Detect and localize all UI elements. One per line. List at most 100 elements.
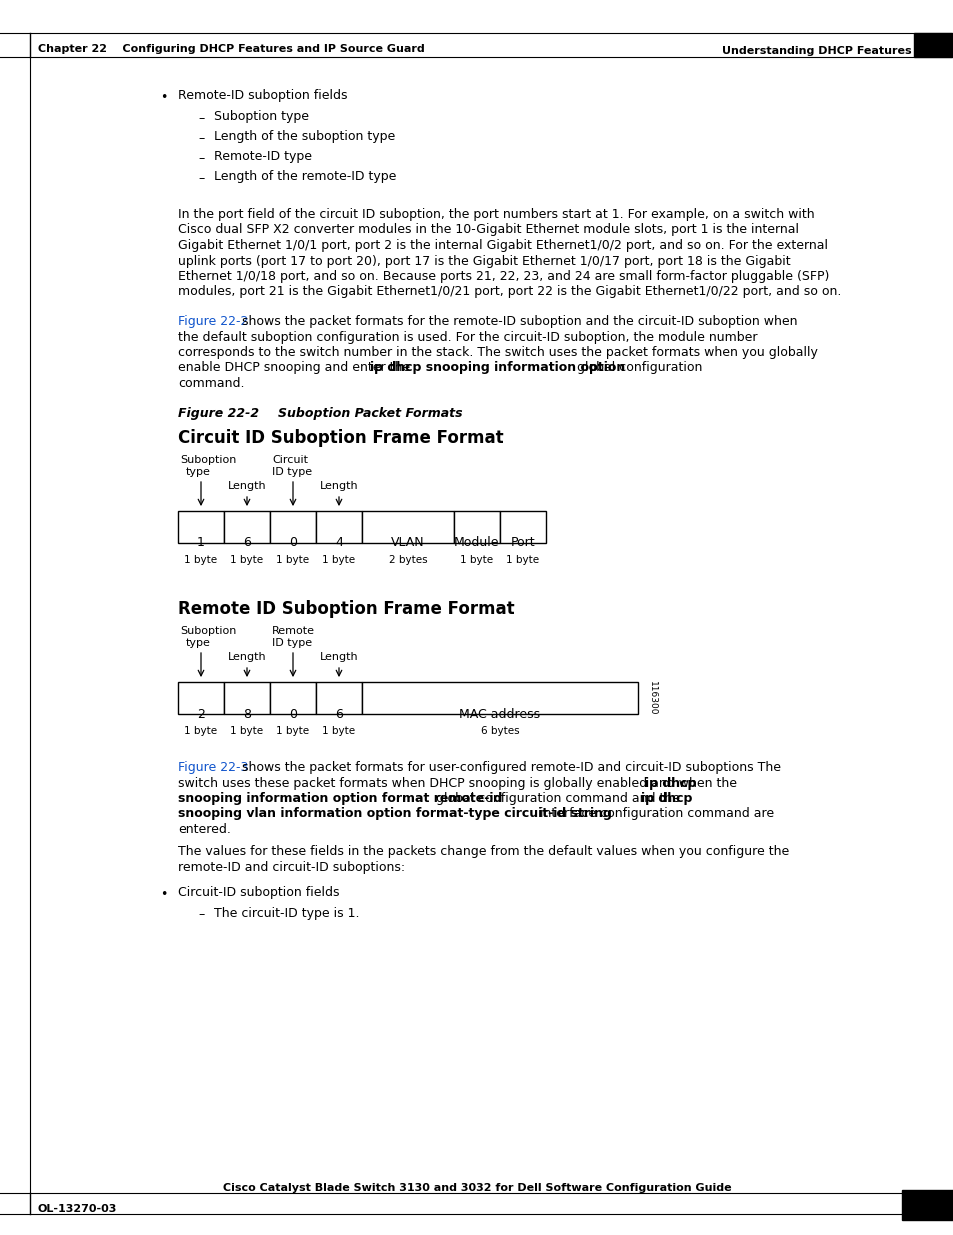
Text: ip dhcp: ip dhcp (645, 777, 696, 789)
Text: Suboption Packet Formats: Suboption Packet Formats (277, 408, 462, 420)
Text: –: – (198, 909, 204, 921)
Text: remote-ID and circuit-ID suboptions:: remote-ID and circuit-ID suboptions: (178, 861, 405, 873)
Text: OL-13270-03: OL-13270-03 (38, 1204, 117, 1214)
Text: type: type (186, 638, 211, 648)
Text: Length of the suboption type: Length of the suboption type (213, 130, 395, 143)
Text: 1 byte: 1 byte (231, 726, 263, 736)
Text: 1 byte: 1 byte (276, 555, 309, 564)
Text: command.: command. (178, 377, 244, 390)
Bar (270, 511, 315, 543)
Text: 22-5: 22-5 (908, 1205, 946, 1220)
Text: ID type: ID type (272, 467, 312, 477)
Text: 1 byte: 1 byte (184, 726, 217, 736)
Text: snooping information option format remote-id: snooping information option format remot… (178, 792, 502, 805)
Text: switch uses these packet formats when DHCP snooping is globally enabled and when: switch uses these packet formats when DH… (178, 777, 740, 789)
Text: 1 byte: 1 byte (460, 555, 493, 564)
Text: Circuit ID Suboption Frame Format: Circuit ID Suboption Frame Format (178, 429, 503, 447)
Text: Length: Length (228, 480, 266, 492)
Text: 4: 4 (335, 536, 342, 550)
Bar (224, 682, 270, 714)
Text: ip dhcp: ip dhcp (640, 792, 692, 805)
Text: Length: Length (319, 652, 358, 662)
Bar (270, 682, 315, 714)
Text: global configuration: global configuration (572, 362, 701, 374)
Text: VLAN: VLAN (391, 536, 424, 550)
Text: entered.: entered. (178, 823, 231, 836)
Text: uplink ports (port 17 to port 20), port 17 is the Gigabit Ethernet 1/0/17 port, : uplink ports (port 17 to port 20), port … (178, 254, 790, 268)
Bar (454, 511, 499, 543)
Text: Suboption type: Suboption type (213, 110, 309, 124)
Bar (178, 682, 224, 714)
Text: 1 byte: 1 byte (231, 555, 263, 564)
Text: modules, port 21 is the Gigabit Ethernet1/0/21 port, port 22 is the Gigabit Ethe: modules, port 21 is the Gigabit Ethernet… (178, 285, 841, 299)
Text: Understanding DHCP Features: Understanding DHCP Features (721, 46, 911, 56)
Text: 0: 0 (289, 536, 296, 550)
Text: Ethernet 1/0/18 port, and so on. Because ports 21, 22, 23, and 24 are small form: Ethernet 1/0/18 port, and so on. Because… (178, 270, 828, 283)
Text: –: – (198, 152, 204, 165)
Bar (178, 511, 224, 543)
Text: Length: Length (228, 652, 266, 662)
Bar (361, 511, 454, 543)
Text: 1 byte: 1 byte (184, 555, 217, 564)
Text: The circuit-ID type is 1.: The circuit-ID type is 1. (213, 906, 359, 920)
Text: 0: 0 (289, 708, 296, 720)
Text: 1 byte: 1 byte (276, 726, 309, 736)
Text: In the port field of the circuit ID suboption, the port numbers start at 1. For : In the port field of the circuit ID subo… (178, 207, 814, 221)
Text: 1 byte: 1 byte (322, 555, 355, 564)
Text: 6 bytes: 6 bytes (480, 726, 518, 736)
Text: Cisco Catalyst Blade Switch 3130 and 3032 for Dell Software Configuration Guide: Cisco Catalyst Blade Switch 3130 and 303… (222, 1183, 731, 1193)
Text: interface configuration command are: interface configuration command are (536, 808, 774, 820)
Text: Remote-ID type: Remote-ID type (213, 149, 312, 163)
Text: Cisco dual SFP X2 converter modules in the 10-Gigabit Ethernet module slots, por: Cisco dual SFP X2 converter modules in t… (178, 224, 799, 236)
Text: ip dhcp snooping information option: ip dhcp snooping information option (370, 362, 625, 374)
Text: –: – (198, 132, 204, 144)
Text: 6: 6 (335, 708, 342, 720)
Bar (499, 511, 545, 543)
Text: 1 byte: 1 byte (506, 555, 539, 564)
Text: •: • (160, 888, 167, 902)
Text: 116300: 116300 (647, 680, 656, 715)
Text: 8: 8 (243, 708, 251, 720)
Text: –: – (198, 112, 204, 125)
Text: type: type (186, 467, 211, 477)
Text: 6: 6 (243, 536, 251, 550)
Text: Figure 22-2: Figure 22-2 (178, 408, 259, 420)
Text: Circuit-ID suboption fields: Circuit-ID suboption fields (178, 885, 339, 899)
Text: 2 bytes: 2 bytes (388, 555, 427, 564)
Text: Figure 22-2: Figure 22-2 (178, 315, 248, 329)
Text: Suboption: Suboption (180, 626, 236, 636)
Text: Remote ID Suboption Frame Format: Remote ID Suboption Frame Format (178, 600, 514, 618)
Text: enable DHCP snooping and enter the: enable DHCP snooping and enter the (178, 362, 414, 374)
Bar (361, 682, 638, 714)
Text: Circuit: Circuit (272, 454, 308, 466)
Text: Remote-ID suboption fields: Remote-ID suboption fields (178, 89, 347, 103)
Text: shows the packet formats for the remote-ID suboption and the circuit-ID suboptio: shows the packet formats for the remote-… (238, 315, 797, 329)
Bar (315, 682, 361, 714)
Text: Suboption: Suboption (180, 454, 236, 466)
Text: corresponds to the switch number in the stack. The switch uses the packet format: corresponds to the switch number in the … (178, 346, 817, 359)
Text: shows the packet formats for user-configured remote-ID and circuit-ID suboptions: shows the packet formats for user-config… (238, 761, 781, 774)
Text: Chapter 22    Configuring DHCP Features and IP Source Guard: Chapter 22 Configuring DHCP Features and… (38, 44, 424, 54)
Text: The values for these fields in the packets change from the default values when y: The values for these fields in the packe… (178, 845, 788, 858)
Text: Length of the remote-ID type: Length of the remote-ID type (213, 170, 395, 183)
Text: 1: 1 (197, 536, 205, 550)
Bar (224, 511, 270, 543)
Text: Figure 22-3: Figure 22-3 (178, 761, 248, 774)
Bar (901, 1191, 953, 1220)
Text: 1 byte: 1 byte (322, 726, 355, 736)
Text: Port: Port (510, 536, 535, 550)
Text: •: • (160, 91, 167, 104)
Bar (913, 33, 951, 57)
Text: Gigabit Ethernet 1/0/1 port, port 2 is the internal Gigabit Ethernet1/0/2 port, : Gigabit Ethernet 1/0/1 port, port 2 is t… (178, 240, 827, 252)
Text: the default suboption configuration is used. For the circuit-ID suboption, the m: the default suboption configuration is u… (178, 331, 757, 343)
Text: snooping vlan information option format-type circuit-id string: snooping vlan information option format-… (178, 808, 611, 820)
Text: Module: Module (454, 536, 499, 550)
Text: Remote: Remote (272, 626, 314, 636)
Text: ID type: ID type (272, 638, 312, 648)
Text: global configuration command and the: global configuration command and the (432, 792, 683, 805)
Bar (315, 511, 361, 543)
Text: 2: 2 (197, 708, 205, 720)
Text: –: – (198, 172, 204, 185)
Text: Length: Length (319, 480, 358, 492)
Text: MAC address: MAC address (459, 708, 540, 720)
